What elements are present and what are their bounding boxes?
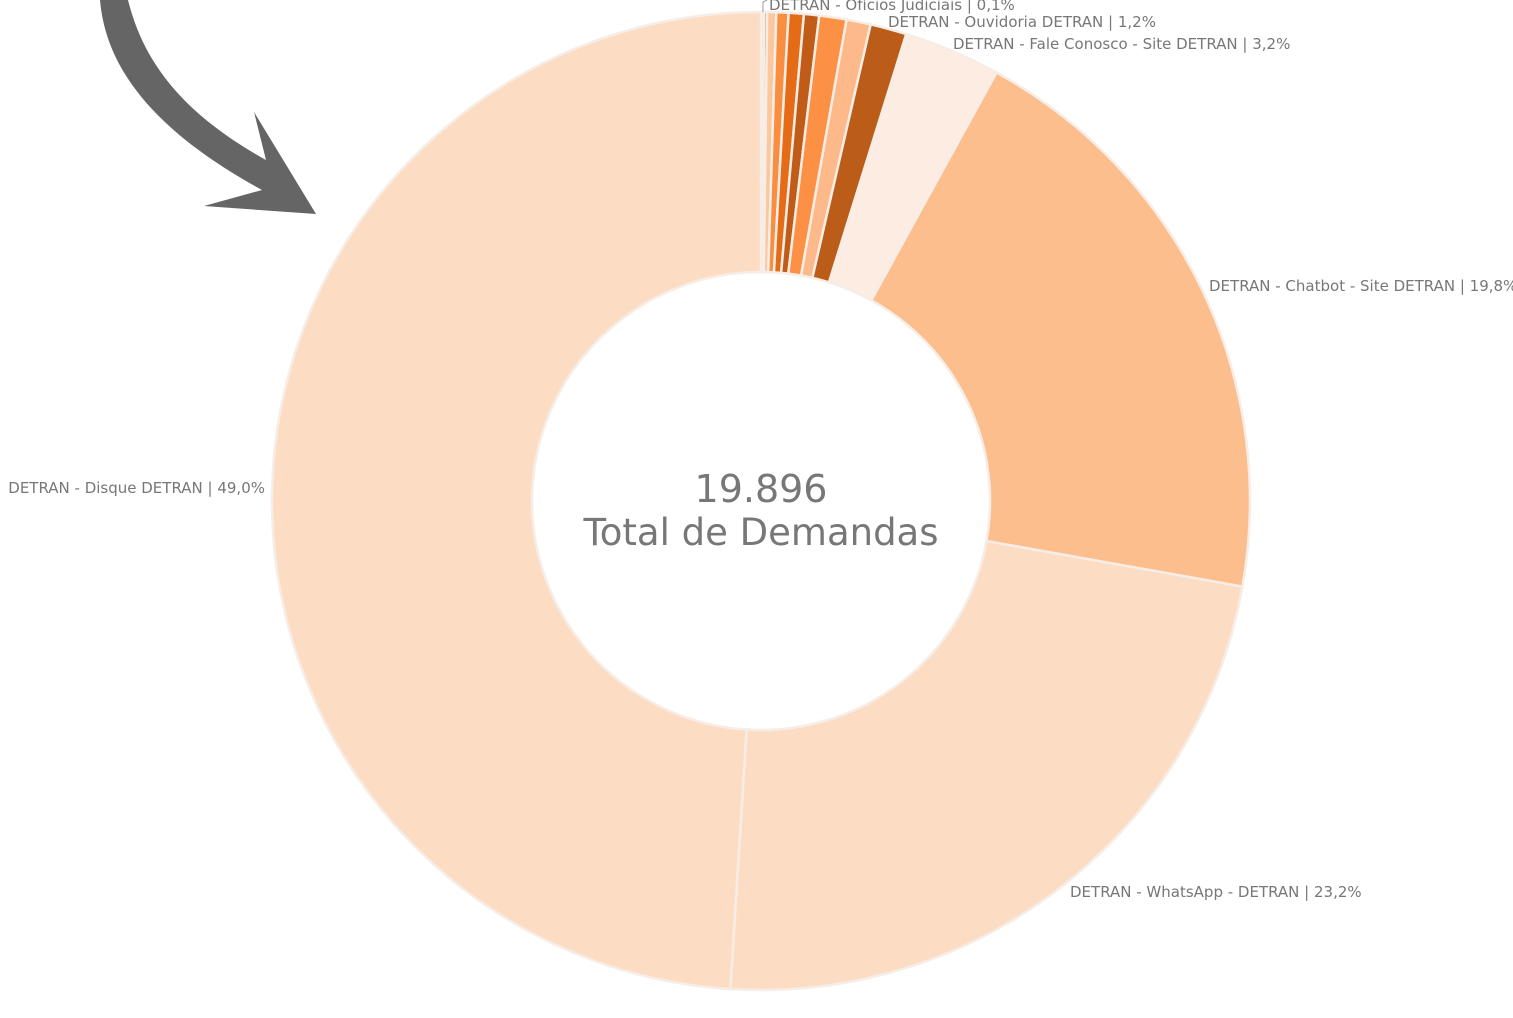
slice-label-detran-whatsapp-detran: DETRAN - WhatsApp - DETRAN | 23,2%	[1070, 883, 1362, 901]
hand-drawn-arrow-icon	[100, 0, 316, 214]
slice-detran-whatsapp-detran	[728, 539, 1244, 992]
center-total-caption: Total de Demandas	[582, 511, 938, 554]
leader-line	[762, 0, 768, 12]
slice-label-detran-oficios-judiciais: DETRAN - Ofícios Judiciais | 0,1%	[769, 0, 1015, 14]
slice-label-detran-chatbot-site-detran: DETRAN - Chatbot - Site DETRAN | 19,8%	[1209, 277, 1513, 295]
center-total-value: 19.896	[695, 467, 828, 511]
center-text: 19.896 Total de Demandas	[582, 467, 938, 554]
labels-layer: DETRAN - Ofícios Judiciais | 0,1%DETRAN …	[8, 0, 1513, 901]
slice-label-detran-fale-conosco-site-detran: DETRAN - Fale Conosco - Site DETRAN | 3,…	[953, 35, 1290, 53]
slice-label-detran-disque-detran: DETRAN - Disque DETRAN | 49,0%	[8, 479, 265, 497]
slice-detran-disque-detran	[270, 10, 763, 991]
slice-detran-chatbot-site-detran	[869, 70, 1252, 589]
slices-layer	[270, 10, 1252, 992]
slice-label-detran-ouvidoria-detran: DETRAN - Ouvidoria DETRAN | 1,2%	[888, 13, 1156, 31]
